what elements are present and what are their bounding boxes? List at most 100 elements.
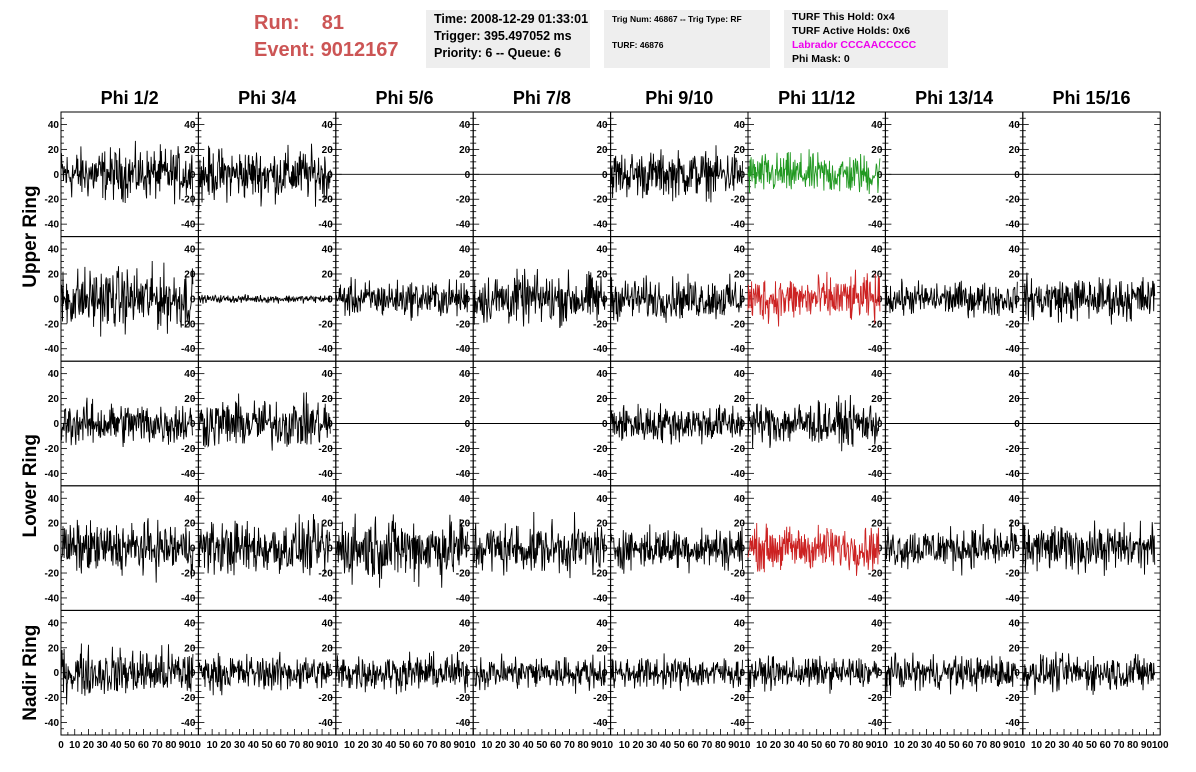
x-tick-label: 20 (770, 740, 782, 751)
waveform-trace (472, 511, 606, 579)
y-tick-label: -20 (181, 319, 196, 330)
y-tick-label: -40 (318, 718, 333, 729)
x-tick-label: 10 (481, 740, 493, 751)
waveform-trace (747, 522, 881, 576)
y-tick-label: 40 (322, 369, 334, 380)
y-tick-label: -20 (318, 569, 333, 580)
y-tick-label: 40 (48, 618, 60, 629)
y-tick-label: 40 (459, 120, 471, 131)
y-tick-label: 40 (48, 245, 60, 256)
y-tick-label: -20 (1005, 319, 1020, 330)
y-tick-label: -40 (181, 344, 196, 355)
y-tick-label: -20 (456, 444, 471, 455)
waveform-trace (335, 513, 469, 588)
x-tick-label: 40 (660, 740, 672, 751)
y-tick-label: -20 (456, 693, 471, 704)
y-tick-label: 40 (459, 494, 471, 505)
y-tick-label: -40 (181, 593, 196, 604)
y-tick-label: -20 (456, 195, 471, 206)
y-tick-label: -40 (731, 593, 746, 604)
y-tick-label: -40 (456, 220, 471, 231)
y-tick-label: -20 (318, 693, 333, 704)
x-tick-label: 80 (990, 740, 1002, 751)
y-tick-label: -40 (1005, 593, 1020, 604)
y-tick-label: -40 (1005, 344, 1020, 355)
x-tick-label: 40 (248, 740, 260, 751)
x-tick-label: 60 (138, 740, 150, 751)
y-tick-label: 40 (871, 245, 883, 256)
y-tick-label: 20 (734, 519, 746, 530)
y-tick-label: -20 (318, 444, 333, 455)
phi-mask-text: Phi Mask: 0 (792, 53, 850, 65)
y-tick-label: 20 (871, 145, 883, 156)
x-tick-label: 50 (124, 740, 136, 751)
waveform-trace (198, 294, 331, 304)
y-tick-label: 40 (871, 494, 883, 505)
x-tick-label: 40 (523, 740, 535, 751)
y-tick-label: -20 (868, 195, 883, 206)
y-tick-label: 40 (1009, 245, 1021, 256)
y-tick-label: -20 (593, 569, 608, 580)
y-tick-label: 40 (596, 245, 608, 256)
y-tick-label: -40 (45, 344, 60, 355)
y-tick-label: -40 (318, 469, 333, 480)
y-tick-label: 20 (322, 145, 334, 156)
x-tick-label: 60 (825, 740, 837, 751)
y-tick-label: 40 (48, 369, 60, 380)
x-tick-label: 10 (619, 740, 631, 751)
y-tick-label: 40 (322, 120, 334, 131)
waveform-trace (610, 273, 743, 323)
y-tick-label: 40 (596, 618, 608, 629)
time-info-box: Time: 2008-12-29 01:33:01 Trigger: 395.4… (426, 10, 590, 68)
y-tick-label: -20 (456, 319, 471, 330)
y-tick-label: 40 (734, 618, 746, 629)
y-tick-label: 20 (322, 519, 334, 530)
y-tick-label: 40 (322, 618, 334, 629)
y-tick-label: -40 (868, 718, 883, 729)
y-tick-label: -40 (868, 344, 883, 355)
row-label: Lower Ring (20, 434, 41, 537)
x-tick-label: 100 (1152, 740, 1169, 751)
y-tick-label: -40 (318, 344, 333, 355)
y-tick-label: 20 (48, 394, 60, 405)
x-tick-label: 30 (646, 740, 658, 751)
y-tick-label: -40 (868, 593, 883, 604)
turf-active-text: TURF Active Holds: 0x6 (792, 25, 911, 37)
row-label: Nadir Ring (20, 625, 41, 721)
y-tick-label: 0 (53, 544, 59, 555)
y-tick-label: 20 (596, 145, 608, 156)
column-header: Phi 3/4 (238, 88, 296, 108)
y-tick-label: -40 (868, 469, 883, 480)
y-tick-label: 20 (184, 519, 196, 530)
y-tick-label: -20 (45, 569, 60, 580)
y-tick-label: -40 (731, 220, 746, 231)
x-tick-label: 30 (1058, 740, 1070, 751)
y-tick-label: 20 (184, 269, 196, 280)
x-tick-label: 70 (426, 740, 438, 751)
y-tick-label: 40 (734, 245, 746, 256)
x-tick-label: 60 (275, 740, 287, 751)
y-tick-label: 20 (596, 394, 608, 405)
y-tick-label: 0 (327, 668, 333, 679)
row-label: Upper Ring (20, 185, 41, 287)
y-tick-label: -20 (593, 319, 608, 330)
y-tick-label: -20 (181, 195, 196, 206)
y-tick-label: 40 (184, 618, 196, 629)
x-tick-label: 30 (234, 740, 246, 751)
x-tick-label: 80 (165, 740, 177, 751)
y-tick-label: -40 (181, 220, 196, 231)
x-tick-label: 9010 (591, 740, 614, 751)
x-tick-label: 40 (385, 740, 397, 751)
labrador-text: Labrador CCCAACCCCC (792, 39, 917, 51)
y-tick-label: 20 (871, 269, 883, 280)
y-tick-label: -40 (593, 469, 608, 480)
event-value: 9012167 (320, 39, 399, 61)
x-tick-label: 90 (1141, 740, 1153, 751)
x-tick-label: 10 (207, 740, 219, 751)
y-tick-label: -20 (731, 693, 746, 704)
column-header: Phi 11/12 (778, 88, 855, 108)
y-tick-label: 0 (327, 544, 333, 555)
y-tick-label: 20 (459, 145, 471, 156)
y-tick-label: -40 (1005, 220, 1020, 231)
waveform-trace (747, 269, 881, 327)
